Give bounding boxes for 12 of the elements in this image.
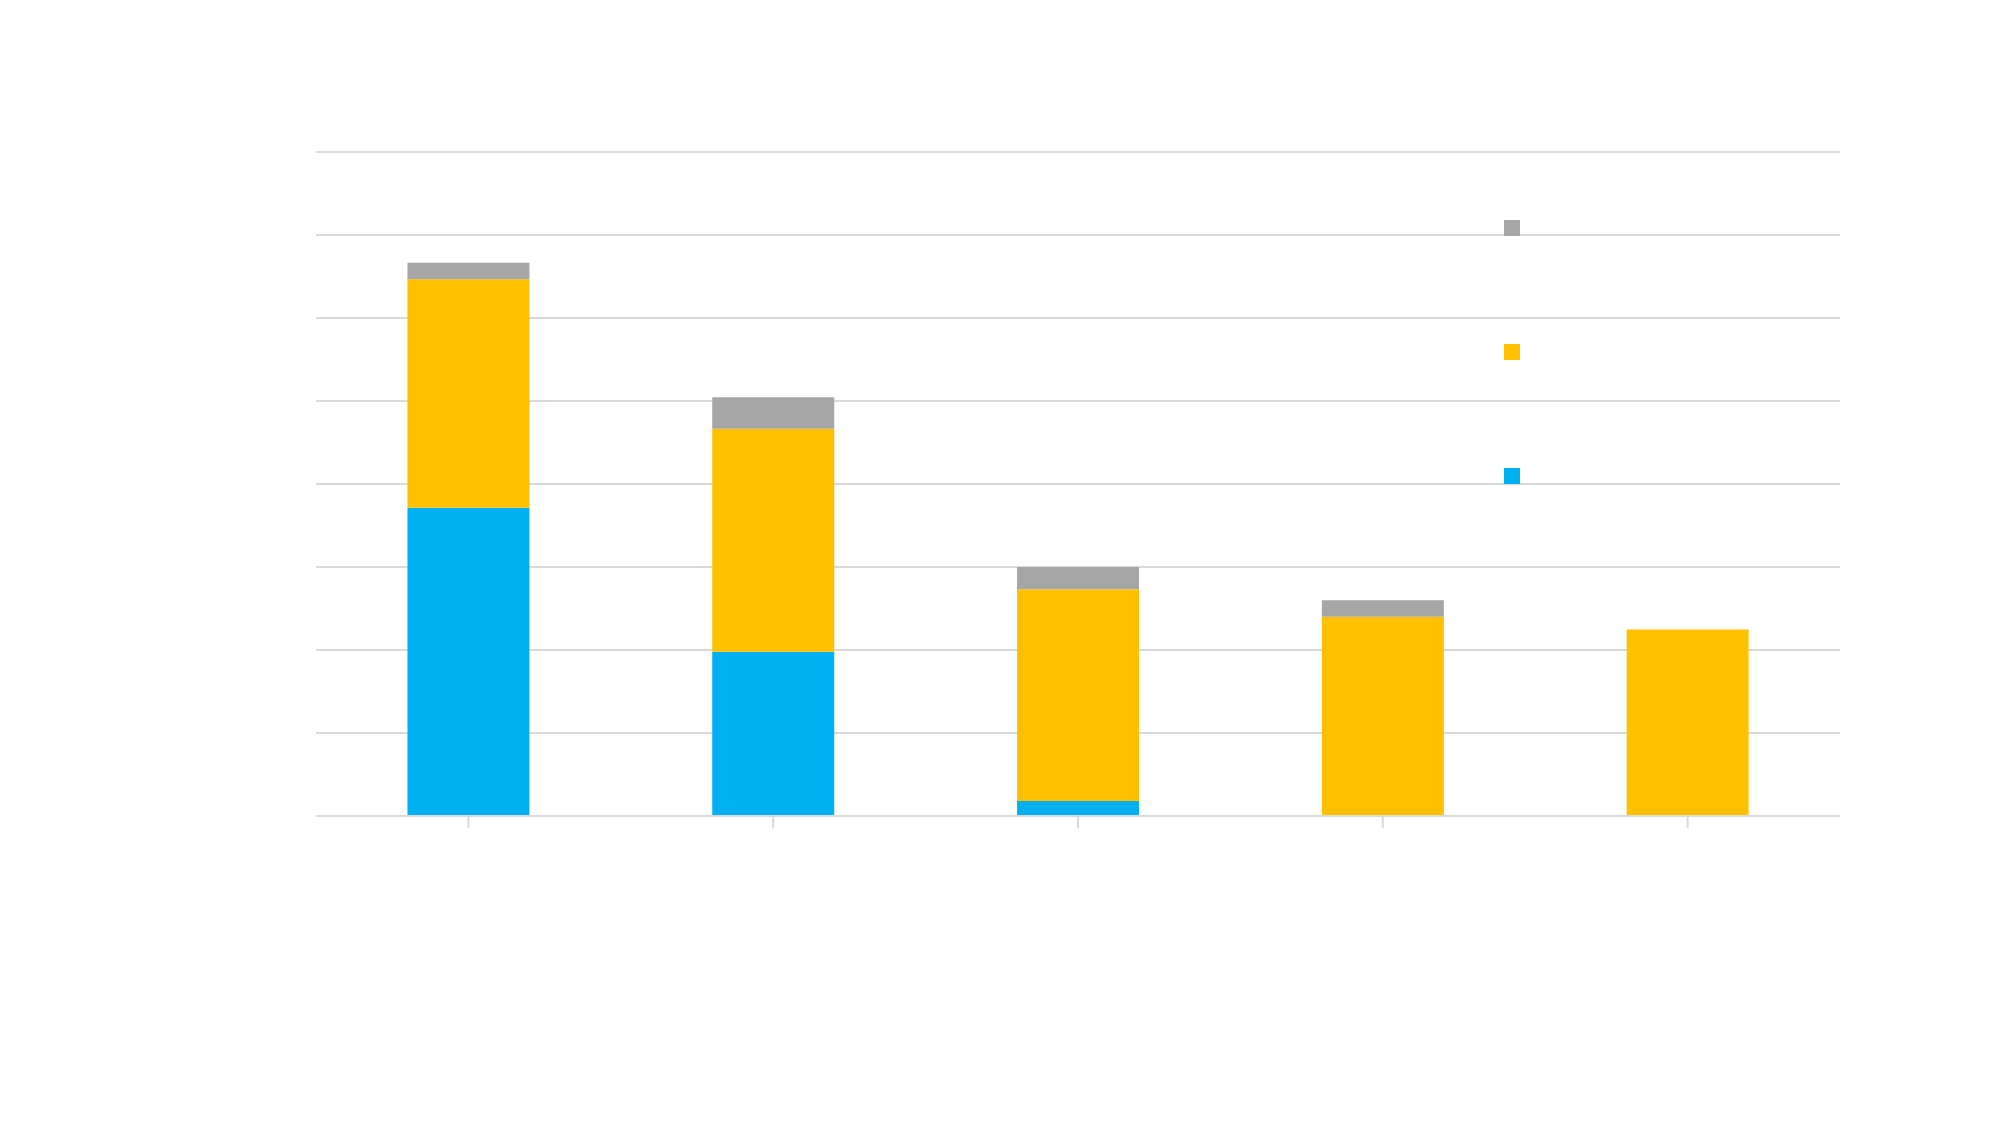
- bar: [407, 279, 530, 508]
- bar: [1321, 600, 1444, 617]
- bar: [712, 397, 835, 429]
- bar: [1017, 589, 1140, 802]
- bar: [407, 262, 530, 280]
- bar: [1017, 801, 1140, 816]
- bar: [712, 651, 835, 816]
- bar: [1321, 616, 1444, 816]
- bar: [407, 507, 530, 816]
- bar: [712, 428, 835, 652]
- bar: [1017, 567, 1140, 590]
- bar: [1626, 629, 1749, 816]
